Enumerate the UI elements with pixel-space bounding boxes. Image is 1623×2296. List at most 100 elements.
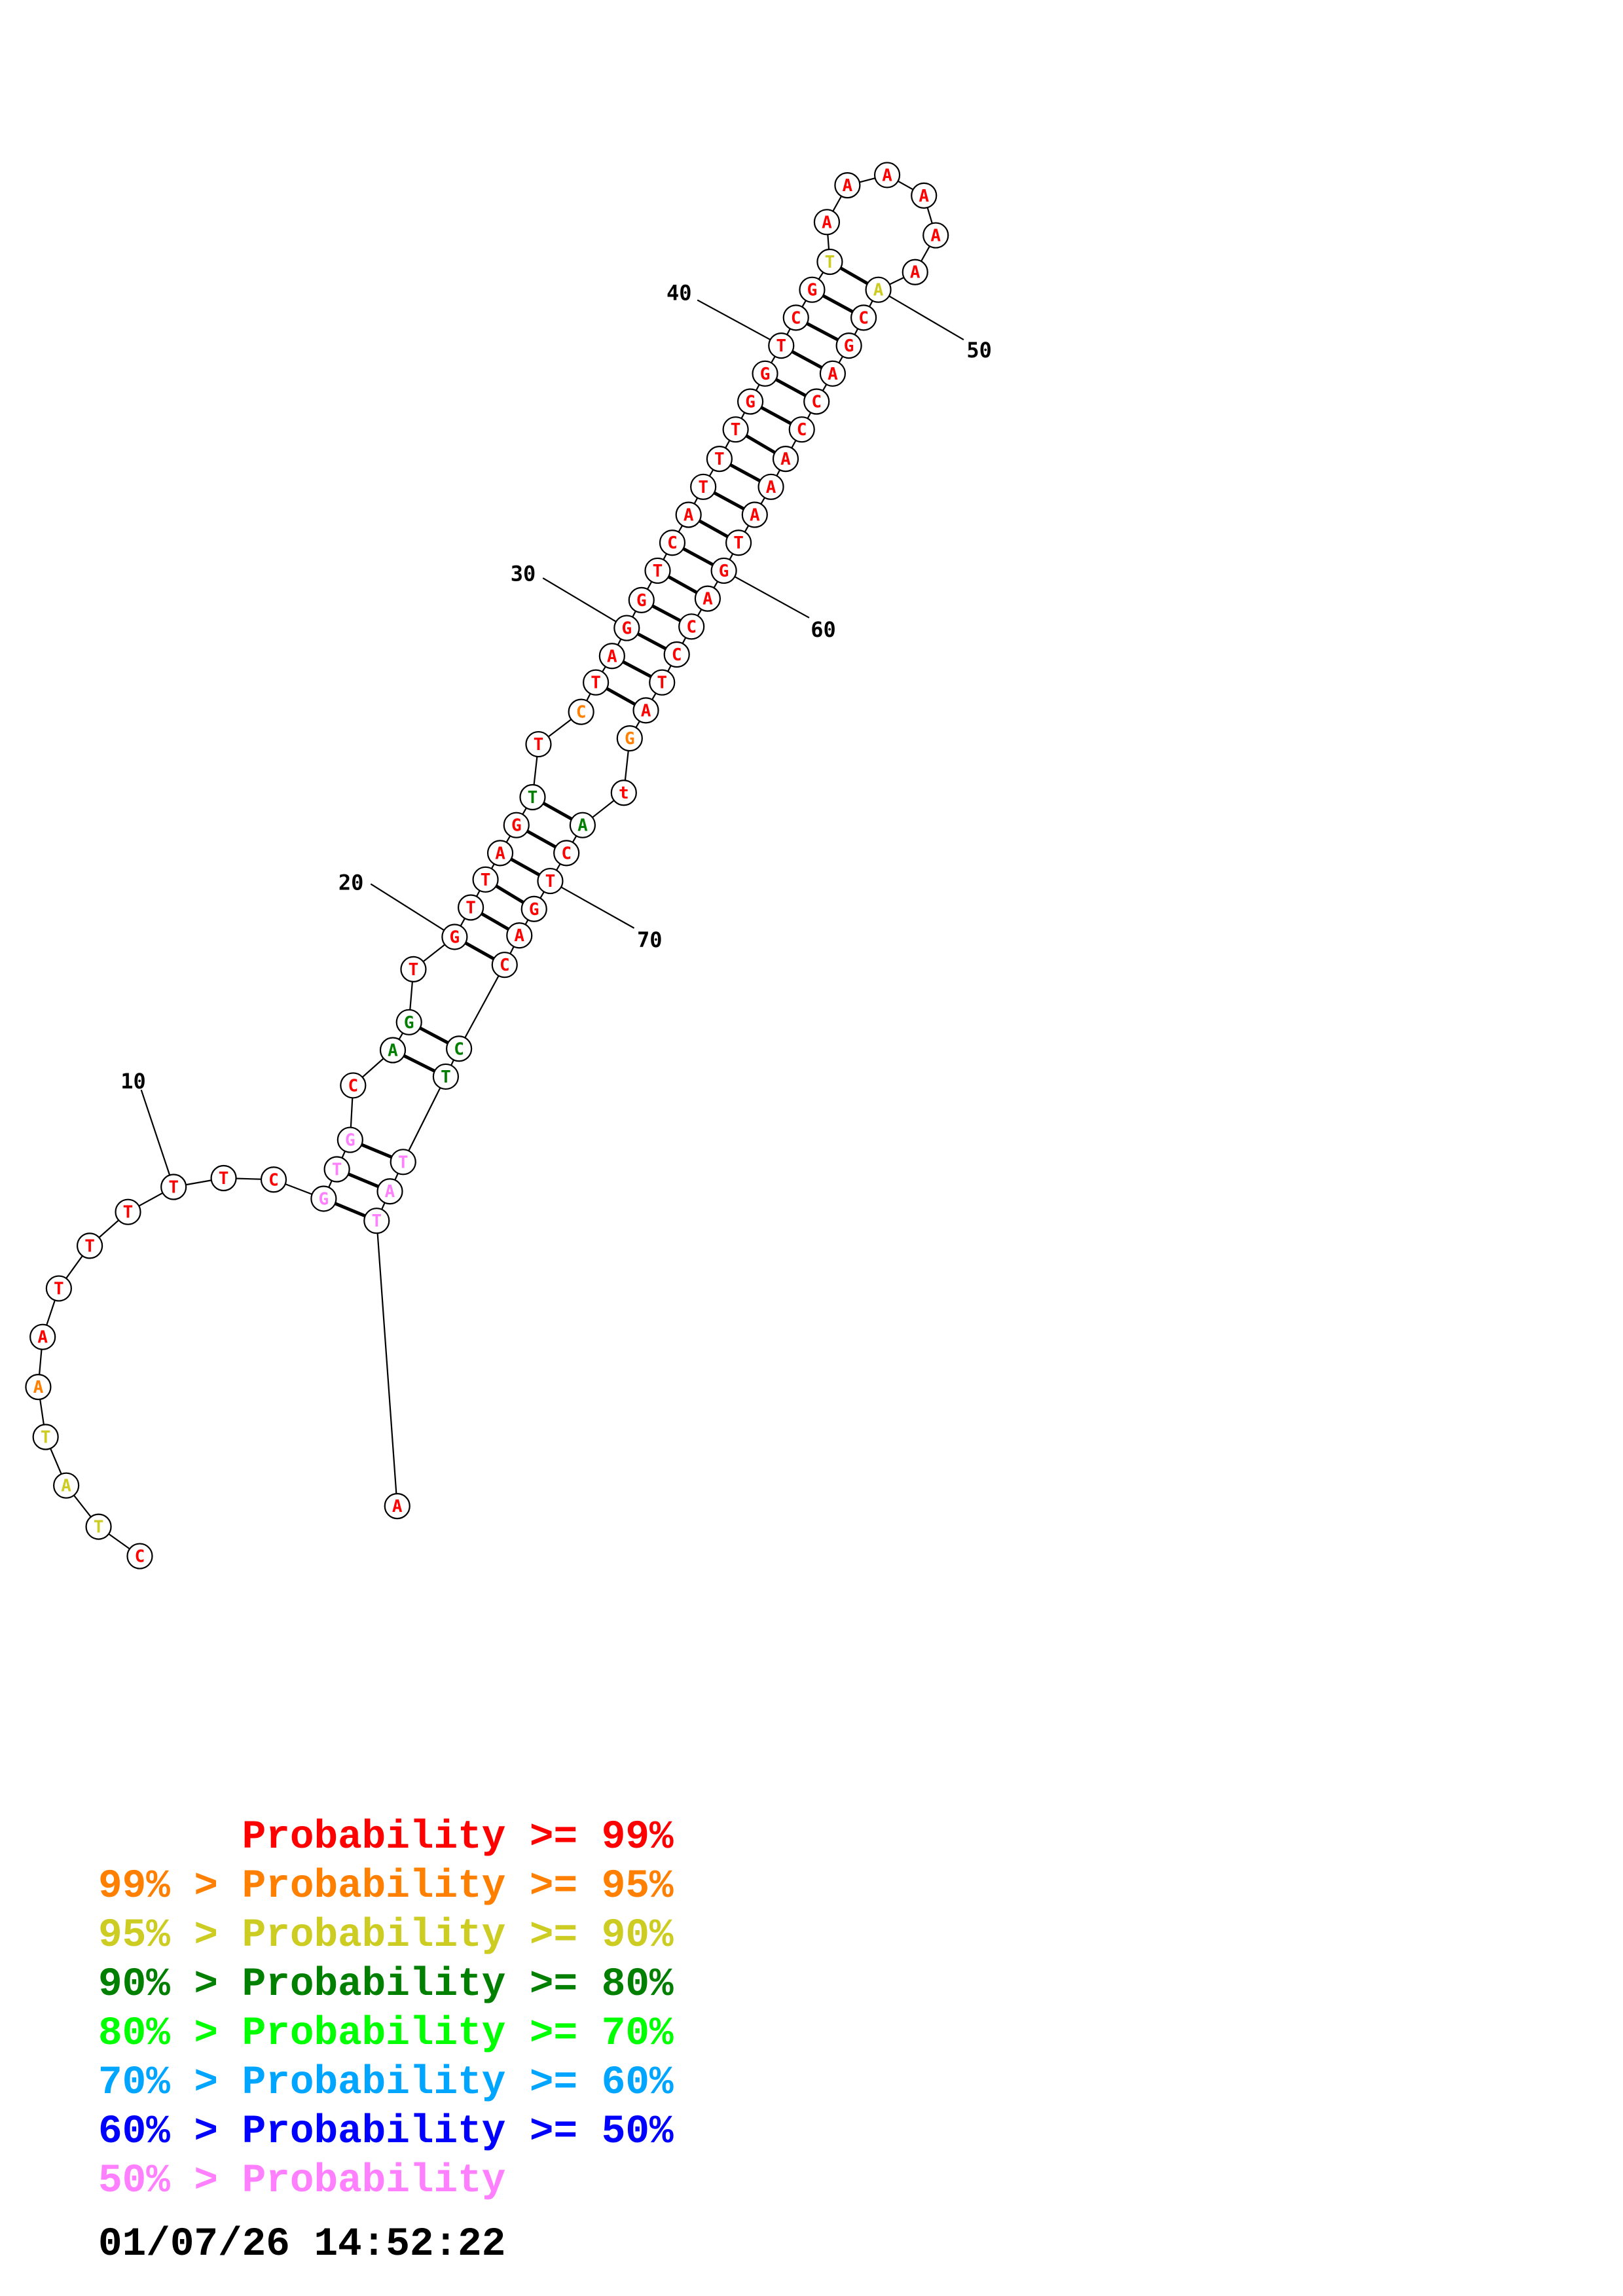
nucleotide-27: C xyxy=(568,698,594,725)
nucleotide-circle xyxy=(911,182,938,209)
nucleotide-base: A xyxy=(33,1378,44,1397)
nucleotide-base: G xyxy=(621,619,632,639)
nucleotide-base: T xyxy=(653,562,663,581)
nucleotide-circle xyxy=(583,669,610,696)
nucleotide-43: T xyxy=(816,248,843,276)
nucleotide-31: G xyxy=(628,586,655,613)
nucleotide-base: G xyxy=(625,729,635,749)
nucleotide-base: T xyxy=(776,336,786,356)
base-pair-bond-layer xyxy=(333,266,869,1218)
nucleotide-25: T xyxy=(519,783,546,811)
nucleotide-37: T xyxy=(722,416,749,443)
nucleotide-circle xyxy=(115,1198,141,1225)
legend-range-label: Probability >= 90% xyxy=(242,1913,674,1958)
nucleotide-circle xyxy=(32,1424,59,1450)
nucleotide-34: A xyxy=(675,501,702,528)
probability-legend: Probability >= 99% 99% > Probability >= 9… xyxy=(98,1813,674,2206)
nucleotide-circle xyxy=(340,1072,367,1099)
nucleotide-circle xyxy=(310,1185,337,1212)
nucleotide-circle xyxy=(506,922,533,949)
position-label-10: 10 xyxy=(120,1069,146,1094)
nucleotide-42: G xyxy=(799,276,826,303)
nucleotide-35: T xyxy=(690,473,717,500)
position-tick xyxy=(549,880,635,929)
base-pair-bond xyxy=(666,575,699,594)
legend-range-label: Probability xyxy=(242,2159,506,2204)
base-pair-bond xyxy=(821,294,854,314)
nucleotide-46: A xyxy=(873,162,901,188)
nucleotide-39: G xyxy=(752,360,778,387)
nucleotide-4: T xyxy=(32,1424,59,1450)
nucleotide-circle xyxy=(694,585,721,612)
nucleotide-base: T xyxy=(714,450,725,469)
legend-range-prefix: 50% > xyxy=(98,2159,242,2204)
nucleotide-circle xyxy=(76,1232,103,1259)
nucleotide-base: T xyxy=(94,1518,104,1537)
nucleotide-circle xyxy=(850,304,877,331)
base-pair-bond xyxy=(790,350,824,370)
nucleotide-base: C xyxy=(667,533,678,553)
nucleotide-base: A xyxy=(388,1041,398,1061)
nucleotide-base: C xyxy=(797,420,807,440)
nucleotide-circle xyxy=(384,1493,410,1520)
nucleotide-base: T xyxy=(398,1153,409,1172)
nucleotide-circle xyxy=(210,1164,237,1192)
nucleotide-circle xyxy=(53,1472,80,1499)
nucleotide-10: T xyxy=(160,1174,187,1200)
nucleotide-17: A xyxy=(379,1037,407,1064)
nucleotide-72: A xyxy=(506,922,533,949)
nucleotide-base: G xyxy=(319,1189,329,1209)
base-pair-bond xyxy=(651,604,682,622)
nucleotide-63: C xyxy=(663,641,690,668)
nucleotide-base: A xyxy=(37,1328,48,1348)
nucleotide-circle xyxy=(441,924,468,950)
nucleotide-base: A xyxy=(919,187,929,206)
base-pair-bond xyxy=(744,434,777,454)
legend-range-label: Probability >= 70% xyxy=(242,2011,674,2056)
nucleotide-circle xyxy=(752,360,778,387)
nucleotide-base: C xyxy=(268,1170,279,1190)
nucleotide-circle xyxy=(663,641,690,668)
nucleotide-base: G xyxy=(404,1013,414,1033)
nucleotide-circle xyxy=(632,697,659,724)
nucleotide-circle xyxy=(922,222,949,249)
nucleotide-circle xyxy=(902,259,928,285)
nucleotide-base: G xyxy=(719,562,729,581)
nucleotide-base: A xyxy=(607,647,617,666)
timestamp: 01/07/26 14:52:22 xyxy=(98,2222,506,2267)
nucleotide-54: C xyxy=(803,388,830,415)
nucleotide-9: T xyxy=(115,1198,141,1225)
nucleotide-circle xyxy=(725,529,752,556)
nucleotide-1: C xyxy=(126,1543,153,1570)
nucleotide-6: A xyxy=(29,1323,56,1350)
base-pair-bond xyxy=(525,829,558,849)
backbone-layer xyxy=(37,174,937,1557)
nucleotide-base: C xyxy=(811,392,822,412)
nucleotide-circle xyxy=(376,1178,403,1205)
nucleotide-circle xyxy=(659,529,686,556)
base-pair-bond xyxy=(494,884,525,905)
legend-range-prefix: 90% > xyxy=(98,1962,242,2007)
nucleotide-circle xyxy=(706,446,733,473)
base-pair-bond xyxy=(359,1143,393,1159)
base-pair-bond xyxy=(541,801,574,821)
nucleotide-base: G xyxy=(760,365,771,384)
nucleotide-circle xyxy=(337,1126,363,1153)
legend-range-prefix: 99% > xyxy=(98,1864,242,1909)
position-tick-layer: 10 20 30 40 50 60 70 xyxy=(120,280,992,1187)
nucleotide-base: T xyxy=(54,1280,64,1299)
legend-row: Probability >= 99% xyxy=(98,1813,674,1862)
nucleotide-circle xyxy=(813,209,841,236)
legend-range-label: Probability >= 80% xyxy=(242,1962,674,2007)
legend-range-prefix xyxy=(98,1815,242,1860)
nucleotide-36: T xyxy=(706,446,733,473)
position-label-40: 40 xyxy=(666,280,692,305)
nucleotide-circle xyxy=(29,1323,56,1350)
nucleotide-75: T xyxy=(432,1063,460,1090)
nucleotide-base: T xyxy=(371,1211,382,1231)
legend-row: 99% > Probability >= 95% xyxy=(98,1862,674,1911)
nucleotide-base: C xyxy=(500,956,510,975)
nucleotide-base: T xyxy=(409,960,419,980)
nucleotide-base: T xyxy=(441,1067,451,1087)
